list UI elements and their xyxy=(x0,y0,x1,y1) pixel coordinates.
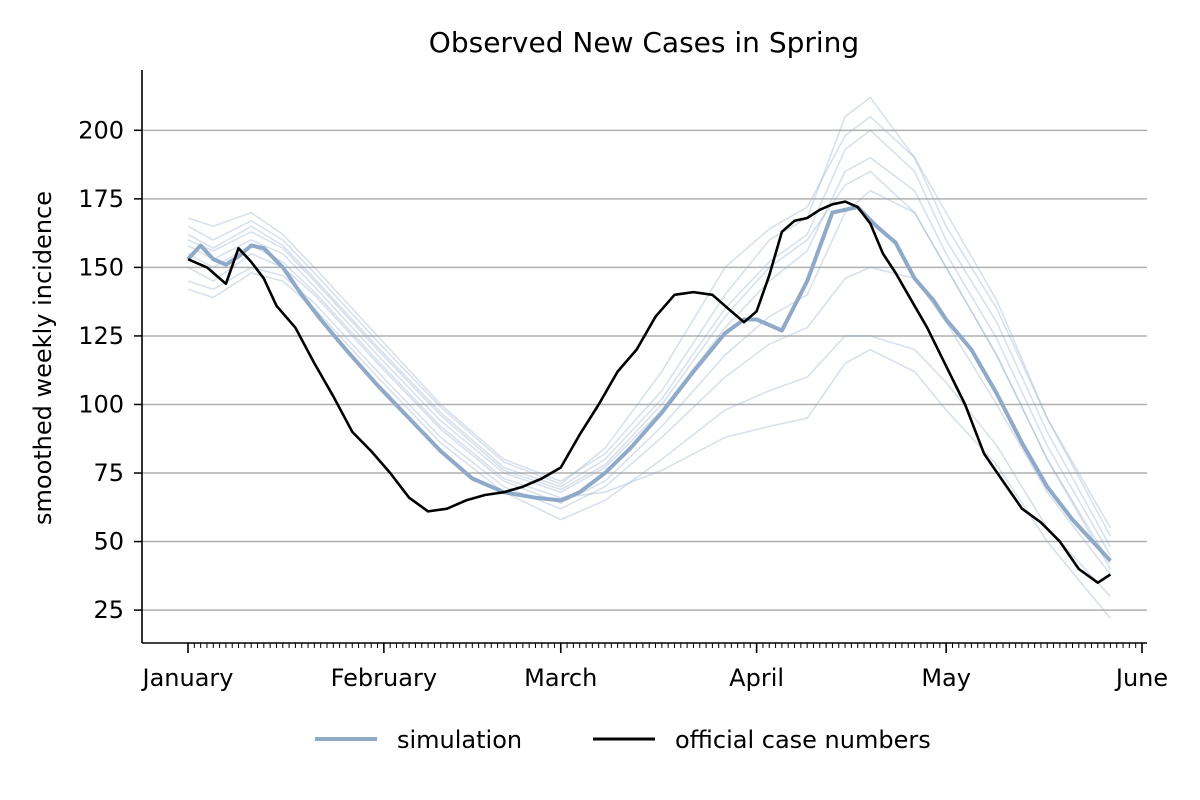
y-axis-label: smoothed weekly incidence xyxy=(29,191,57,525)
simulation-run-line xyxy=(187,115,1112,529)
simulation-mean xyxy=(186,205,1112,563)
simulation-mean-line xyxy=(186,205,1112,563)
legend-official-label: official case numbers xyxy=(675,726,931,754)
y-tick-label: 125 xyxy=(78,322,124,350)
simulation-run-line xyxy=(187,129,1112,548)
axes xyxy=(141,70,1147,644)
y-tick-label: 75 xyxy=(93,459,124,487)
y-tick-label: 200 xyxy=(78,116,124,144)
official-series xyxy=(187,200,1112,584)
simulation-run-line xyxy=(187,244,1112,619)
y-tick-label: 175 xyxy=(78,185,124,213)
legend: simulation official case numbers xyxy=(315,726,931,754)
chart-title: Observed New Cases in Spring xyxy=(429,26,859,59)
simulation-run-line xyxy=(187,272,1111,597)
x-tick-label: February xyxy=(331,664,437,692)
official-case-numbers-line xyxy=(187,200,1112,584)
x-tick-label: April xyxy=(729,664,784,692)
ticks: 25 50 75 100 125 150 175 200 January February Marc… xyxy=(78,116,1168,692)
simulation-runs xyxy=(187,96,1112,619)
y-tick-label: 100 xyxy=(78,390,124,418)
legend-simulation-label: simulation xyxy=(397,726,522,754)
simulation-run-line xyxy=(187,156,1112,556)
x-tick-label: March xyxy=(524,664,597,692)
simulation-run-line xyxy=(187,189,1112,564)
simulation-run-line xyxy=(187,170,1112,570)
x-tick-label: January xyxy=(141,664,234,692)
y-tick-label: 50 xyxy=(93,528,124,556)
gridlines xyxy=(142,129,1147,611)
x-tick-label: June xyxy=(1114,664,1168,692)
x-tick-label: May xyxy=(921,664,971,692)
simulation-run-line xyxy=(187,96,1112,537)
y-tick-label: 25 xyxy=(93,596,124,624)
y-tick-label: 150 xyxy=(78,253,124,281)
